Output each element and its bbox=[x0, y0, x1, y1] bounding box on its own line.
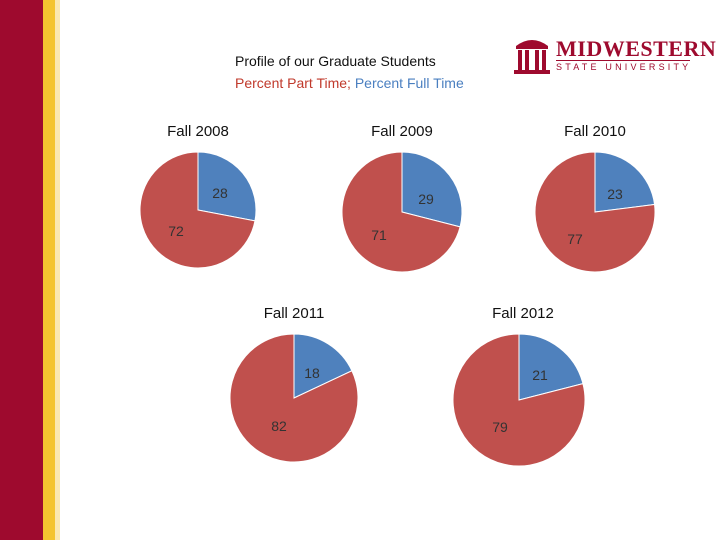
subtitle-full-time: Percent Full Time bbox=[354, 75, 464, 91]
pie-value-label-full-time: 71 bbox=[371, 227, 387, 243]
pie-slice-part-time bbox=[293, 333, 353, 399]
pie-chart: Fall 2008 28 72 bbox=[139, 123, 257, 269]
building-columns-icon bbox=[514, 40, 550, 74]
pie-slice-part-time bbox=[518, 333, 584, 401]
pie-slice-full-time bbox=[534, 151, 656, 273]
pie-title: Fall 2008 bbox=[167, 123, 229, 140]
university-logo: MIDWESTERN STATE UNIVERSITY bbox=[512, 34, 716, 82]
title-block: Profile of our Graduate Students Percent… bbox=[235, 50, 464, 94]
pie-value-label-full-time: 72 bbox=[168, 223, 184, 239]
left-accent-bar-cream bbox=[55, 0, 60, 540]
pie-value-label-full-time: 79 bbox=[492, 419, 508, 435]
pie-slice-full-time bbox=[229, 333, 359, 463]
pie-slice-full-time bbox=[452, 333, 586, 467]
pie-chart: Fall 2012 21 79 bbox=[452, 305, 586, 467]
pie-slice-part-time bbox=[594, 151, 656, 213]
pie-value-label-full-time: 77 bbox=[567, 231, 583, 247]
page-title: Profile of our Graduate Students bbox=[235, 53, 436, 69]
pie-slice-part-time bbox=[197, 151, 257, 222]
pie-chart: Fall 2011 18 82 bbox=[229, 305, 359, 463]
pie-title: Fall 2010 bbox=[564, 123, 626, 140]
pie-value-label-full-time: 82 bbox=[271, 418, 287, 434]
subtitle-part-time: Percent Part Time; bbox=[235, 75, 351, 91]
logo-wordmark: MIDWESTERN bbox=[556, 36, 717, 61]
pie-chart: Fall 2009 29 71 bbox=[341, 123, 463, 273]
subtitle: Percent Part Time; Percent Full Time bbox=[235, 72, 464, 94]
left-accent-bar-maroon bbox=[0, 0, 43, 540]
pie-title: Fall 2011 bbox=[264, 305, 325, 322]
pie-chart: Fall 2010 23 77 bbox=[534, 123, 656, 273]
pie-slice-full-time bbox=[341, 151, 461, 273]
pie-title: Fall 2009 bbox=[371, 123, 433, 140]
pie-value-label-part-time: 28 bbox=[212, 185, 228, 201]
pie-title: Fall 2012 bbox=[492, 305, 554, 322]
pie-slice-part-time bbox=[401, 151, 463, 228]
pie-value-label-part-time: 29 bbox=[418, 191, 434, 207]
left-accent-bar-gold bbox=[43, 0, 55, 540]
logo-rule bbox=[556, 60, 690, 61]
logo-tagline: STATE UNIVERSITY bbox=[556, 62, 692, 72]
pie-value-label-part-time: 18 bbox=[304, 365, 320, 381]
pie-value-label-part-time: 21 bbox=[532, 367, 548, 383]
pie-slice-full-time bbox=[139, 151, 256, 269]
pie-value-label-part-time: 23 bbox=[607, 186, 623, 202]
